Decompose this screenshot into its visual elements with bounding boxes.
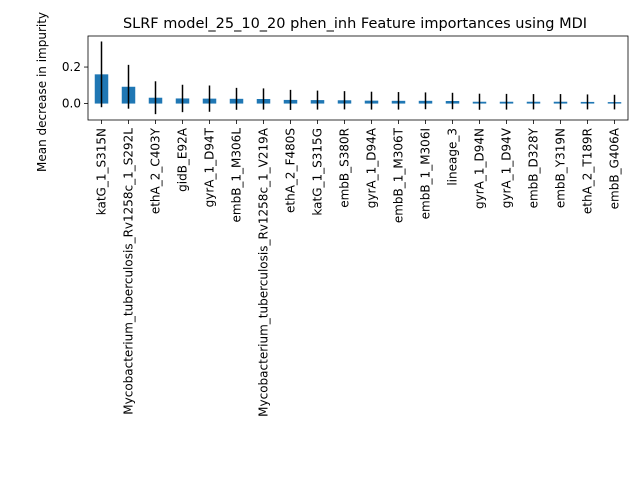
x-tick-label: embB_S380R	[338, 128, 352, 208]
x-tick-label: katG_1_S315G	[311, 128, 325, 216]
x-tick-label: gyrA_1_D94A	[365, 127, 379, 208]
x-tick-label: gyrA_1_D94T	[203, 127, 217, 207]
x-tick-label: gyrA_1_D94N	[473, 128, 487, 209]
x-tick-label: ethA_2_C403Y	[149, 127, 163, 214]
x-tick-label: embB_1_M306I	[419, 128, 433, 219]
x-tick-label: ethA_2_F480S	[284, 128, 298, 213]
x-tick-label: gyrA_1_D94V	[500, 127, 514, 208]
x-tick-label: katG_1_S315N	[95, 128, 109, 215]
error-bars-group	[100, 41, 616, 115]
x-axis-tick-labels: katG_1_S315N Mycobacterium_tuberculosis_R…	[95, 120, 622, 417]
plot-frame	[87, 35, 629, 121]
x-tick-label: gidB_E92A	[176, 127, 190, 192]
x-tick-label: embB_Y319N	[554, 128, 568, 208]
x-tick-label: embB_G406A	[608, 127, 622, 209]
x-tick-label: embB_1_M306T	[392, 127, 406, 223]
x-tick-label: lineage_3	[446, 128, 460, 186]
y-axis-label: Mean decrease in impurity	[35, 12, 49, 172]
x-tick-label: Mycobacterium_tuberculosis_Rv1258c_1_V21…	[257, 127, 271, 417]
y-tick-label: 0.0	[62, 97, 81, 111]
chart-title: SLRF model_25_10_20 phen_inh Feature imp…	[123, 16, 587, 32]
bars-group	[94, 74, 622, 104]
y-axis-ticks: 0.0 0.2	[62, 60, 88, 111]
y-tick-label: 0.2	[62, 60, 81, 74]
x-tick-label: Mycobacterium_tuberculosis_Rv1258c_1_S29…	[122, 128, 136, 415]
x-tick-label: ethA_2_T189R	[581, 128, 595, 214]
x-tick-label: embB_D328Y	[527, 127, 541, 208]
x-tick-label: embB_1_M306L	[230, 128, 244, 223]
